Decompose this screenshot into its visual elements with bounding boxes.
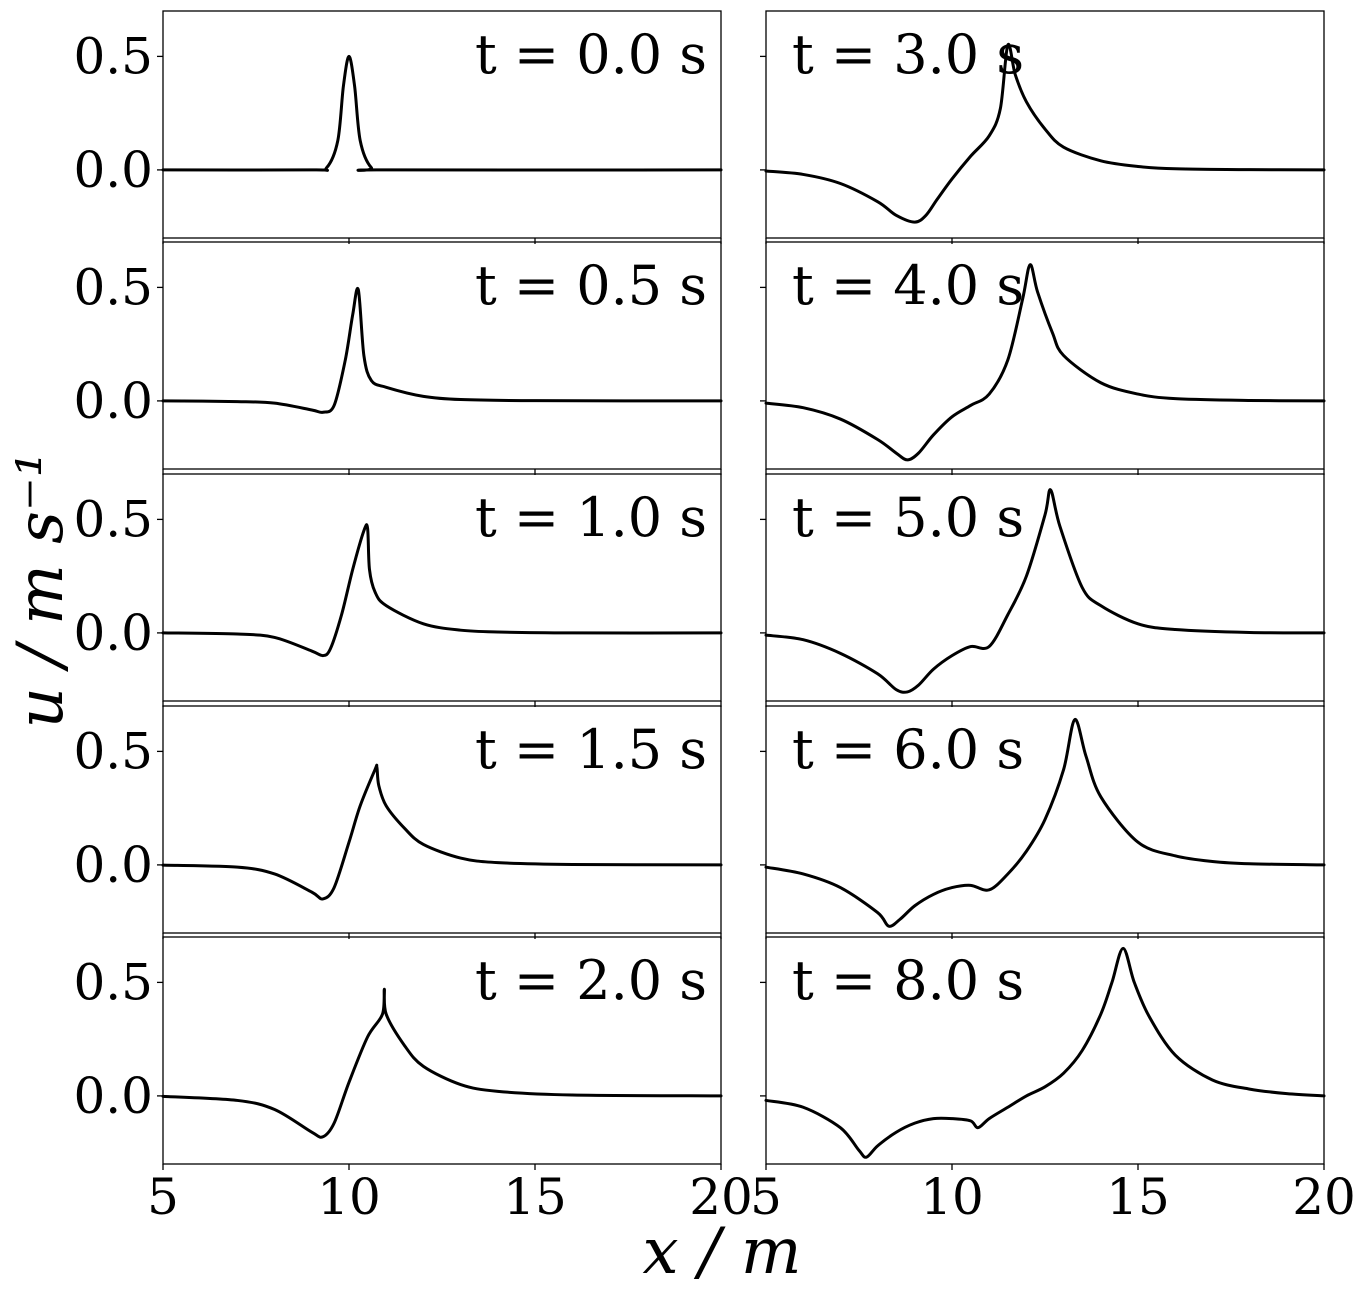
panel-time-label: t = 1.5 s <box>475 718 707 781</box>
panel-time-label: t = 2.0 s <box>475 949 707 1012</box>
x-tick-label: 5 <box>750 1168 782 1226</box>
panel-frame <box>162 241 722 470</box>
panel-7: t = 5.0 s <box>760 473 1326 707</box>
y-tick-label: 0.5 <box>73 953 153 1011</box>
series-line <box>764 488 1326 694</box>
panel-time-label: t = 6.0 s <box>792 718 1024 781</box>
panel-frame <box>162 705 722 934</box>
series-line <box>161 54 723 172</box>
panel-frame <box>765 473 1325 702</box>
x-tick-label: 20 <box>689 1168 753 1226</box>
series-line <box>764 718 1326 928</box>
panel-frame <box>765 936 1325 1165</box>
panel-5: t = 3.0 s <box>760 10 1326 244</box>
panel-time-label: t = 4.0 s <box>792 254 1024 317</box>
panel-time-label: t = 5.0 s <box>792 486 1024 549</box>
y-axis-title: u / m s⁻¹ <box>4 452 78 729</box>
x-axis-title: x / m <box>642 1215 801 1289</box>
y-tick-label: 0.0 <box>73 141 153 199</box>
y-tick-label: 0.5 <box>73 490 153 548</box>
y-tick-label: 0.5 <box>73 722 153 780</box>
x-tick-label: 10 <box>920 1168 984 1226</box>
panel-frame <box>162 10 722 239</box>
y-tick-label: 0.5 <box>73 27 153 85</box>
panel-4: 0.0 0.5 5 10 15 20 t = 2.0 s <box>73 936 753 1226</box>
series-line <box>161 763 723 901</box>
panel-2: 0.0 0.5 t = 1.0 s <box>73 473 723 707</box>
series-line <box>161 987 723 1139</box>
panel-8: t = 6.0 s <box>760 705 1326 939</box>
panel-time-label: t = 0.5 s <box>475 254 707 317</box>
x-tick-label: 20 <box>1292 1168 1356 1226</box>
panel-frame <box>162 936 722 1165</box>
panel-9: 5 10 15 20 t = 8.0 s <box>750 936 1356 1226</box>
x-tick-label: 10 <box>317 1168 381 1226</box>
panel-time-label: t = 0.0 s <box>475 23 707 86</box>
x-tick-label: 15 <box>503 1168 567 1226</box>
panels-group: 0.0 0.5 t = 0.0 s 0.0 0.5 t = 0.5 s 0.0 0.5 t = … <box>73 10 1356 1226</box>
panel-1: 0.0 0.5 t = 0.5 s <box>73 241 723 475</box>
x-tick-label: 5 <box>147 1168 179 1226</box>
panel-frame <box>162 473 722 702</box>
y-tick-label: 0.0 <box>73 372 153 430</box>
series-line <box>764 946 1326 1159</box>
panel-time-label: t = 3.0 s <box>792 23 1024 86</box>
panel-time-label: t = 1.0 s <box>475 486 707 549</box>
x-tick-label: 15 <box>1106 1168 1170 1226</box>
series-line <box>161 523 723 658</box>
y-tick-label: 0.0 <box>73 836 153 894</box>
panel-frame <box>765 241 1325 470</box>
panel-6: t = 4.0 s <box>760 241 1326 475</box>
panel-3: 0.0 0.5 t = 1.5 s <box>73 705 723 939</box>
series-line <box>764 42 1326 224</box>
y-tick-label: 0.0 <box>73 1067 153 1125</box>
y-tick-label: 0.5 <box>73 258 153 316</box>
panel-time-label: t = 8.0 s <box>792 949 1024 1012</box>
panel-frame <box>765 705 1325 934</box>
y-tick-label: 0.0 <box>73 604 153 662</box>
panel-frame <box>765 10 1325 239</box>
series-line <box>764 263 1326 462</box>
panel-0: 0.0 0.5 t = 0.0 s <box>73 10 723 244</box>
series-line <box>161 286 723 414</box>
